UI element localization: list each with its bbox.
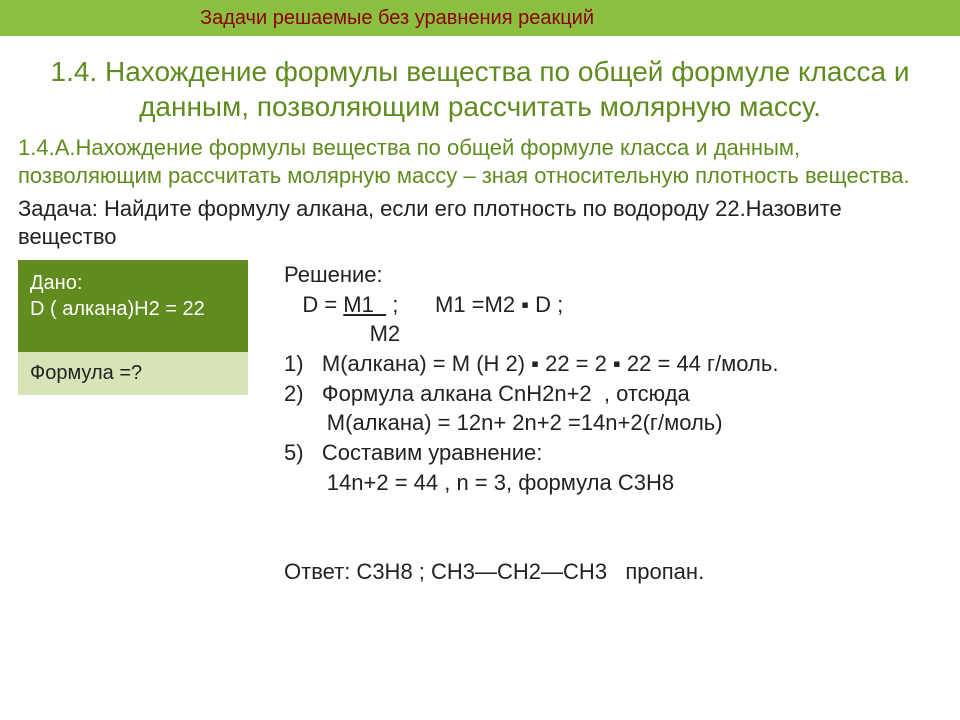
solution-block: Решение: D = M1 ; M1 =M2 ▪ D ; M2 1) М(а… xyxy=(248,260,778,587)
subsection-a: 1.4.А.Нахождение формулы вещества по общ… xyxy=(0,130,960,189)
solution-heading: Решение: xyxy=(284,260,778,290)
solution-d-line1: D = M1 ; M1 =M2 ▪ D ; xyxy=(284,290,778,320)
solution-step1: 1) М(алкана) = М (Н 2) ▪ 22 = 2 ▪ 22 = 4… xyxy=(284,349,778,379)
sol-d1-tail: ; M1 =M2 ▪ D ; xyxy=(386,292,563,317)
solution-step2b: М(алкана) = 12n+ 2n+2 =14n+2(г/моль) xyxy=(284,408,778,438)
header-banner-text: Задачи решаемые без уравнения реакций xyxy=(200,7,594,30)
task-text: Задача: Найдите формулу алкана, если его… xyxy=(0,189,960,260)
title-area: 1.4. Нахождение формулы вещества по обще… xyxy=(0,36,960,130)
given-box: Дано: D ( алкана)H2 = 22 Формула =? xyxy=(18,260,248,587)
sol-d1-under: M1 xyxy=(343,292,386,317)
given-question: Формула =? xyxy=(18,352,248,395)
sol-d1-a: D = xyxy=(284,292,343,317)
given-line1: D ( алкана)H2 = 22 xyxy=(30,296,236,322)
header-banner: Задачи решаемые без уравнения реакций xyxy=(0,0,960,36)
content-row: Дано: D ( алкана)H2 = 22 Формула =? Реше… xyxy=(0,260,960,587)
solution-step2a: 2) Формула алкана CnH2n+2 , отсюда xyxy=(284,379,778,409)
solution-answer: Ответ: С3Н8 ; СН3—СН2—СН3 пропан. xyxy=(284,557,778,587)
solution-step5b: 14n+2 = 44 , n = 3, формула С3Н8 xyxy=(284,468,778,498)
solution-d-line2: M2 xyxy=(284,319,778,349)
given-label: Дано: xyxy=(30,270,236,296)
spacer xyxy=(284,498,778,528)
spacer2 xyxy=(284,527,778,557)
main-title: 1.4. Нахождение формулы вещества по обще… xyxy=(40,54,920,124)
solution-step5a: 5) Составим уравнение: xyxy=(284,438,778,468)
given-header: Дано: D ( алкана)H2 = 22 xyxy=(18,260,248,352)
